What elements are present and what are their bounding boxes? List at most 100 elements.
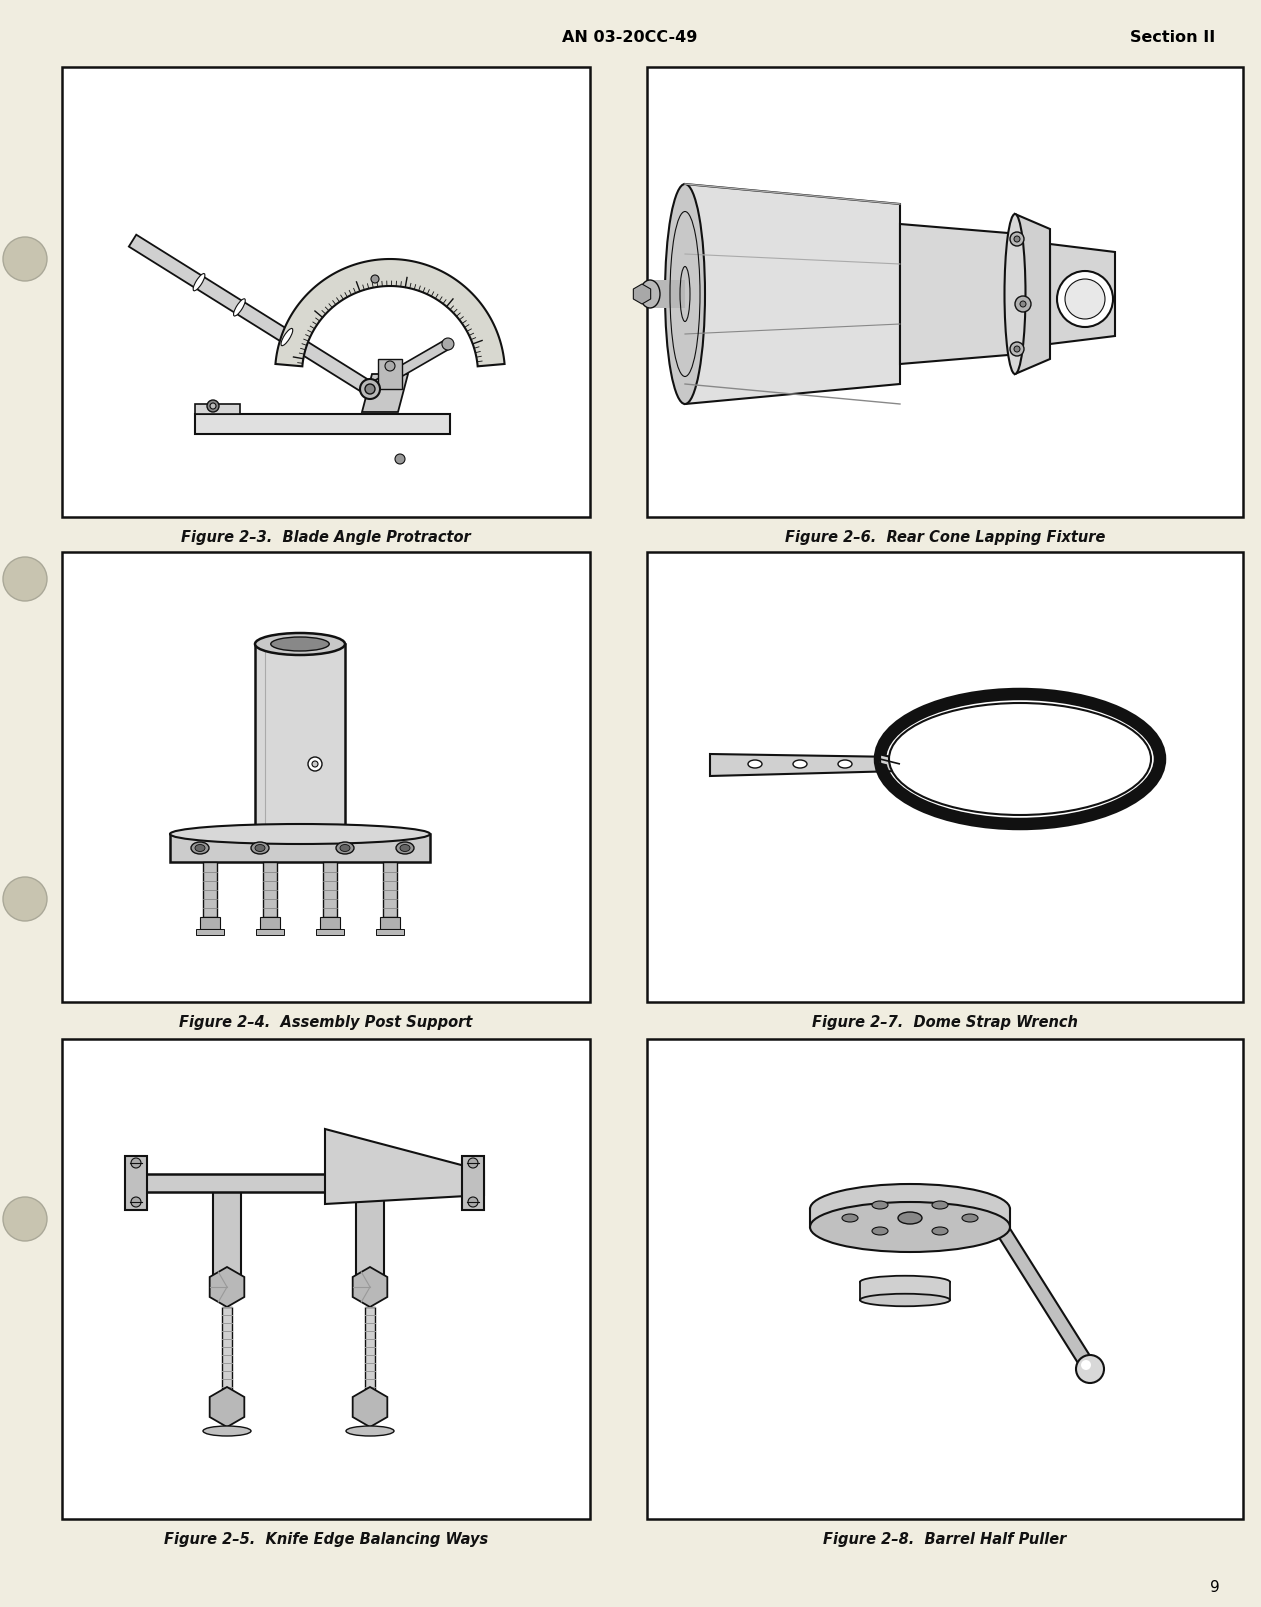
Polygon shape bbox=[362, 374, 409, 413]
Ellipse shape bbox=[335, 842, 354, 855]
Circle shape bbox=[1057, 272, 1113, 328]
Polygon shape bbox=[353, 1387, 387, 1427]
Polygon shape bbox=[353, 1268, 387, 1306]
Ellipse shape bbox=[898, 1212, 922, 1225]
Text: Figure 2–3.  Blade Angle Protractor: Figure 2–3. Blade Angle Protractor bbox=[182, 530, 470, 545]
Circle shape bbox=[385, 362, 395, 371]
Bar bbox=[62, 67, 590, 517]
Ellipse shape bbox=[255, 845, 265, 852]
Polygon shape bbox=[633, 284, 651, 305]
Bar bbox=[317, 929, 344, 935]
Text: Figure 2–5.  Knife Edge Balancing Ways: Figure 2–5. Knife Edge Balancing Ways bbox=[164, 1531, 488, 1546]
Bar bbox=[195, 415, 450, 435]
Bar bbox=[376, 929, 404, 935]
Bar bbox=[320, 918, 340, 929]
Bar bbox=[195, 929, 224, 935]
Ellipse shape bbox=[793, 760, 807, 768]
Ellipse shape bbox=[810, 1202, 1010, 1252]
Ellipse shape bbox=[860, 1276, 950, 1289]
Polygon shape bbox=[1050, 244, 1115, 346]
Ellipse shape bbox=[889, 704, 1151, 815]
Polygon shape bbox=[209, 1268, 245, 1306]
Polygon shape bbox=[325, 1130, 484, 1204]
Circle shape bbox=[1014, 347, 1020, 354]
Ellipse shape bbox=[873, 1202, 888, 1208]
Circle shape bbox=[3, 238, 47, 281]
Bar bbox=[203, 863, 217, 918]
Text: Figure 2–8.  Barrel Half Puller: Figure 2–8. Barrel Half Puller bbox=[823, 1531, 1067, 1546]
Ellipse shape bbox=[203, 1425, 251, 1437]
Circle shape bbox=[131, 1197, 141, 1207]
Ellipse shape bbox=[255, 633, 346, 656]
Bar bbox=[222, 1306, 232, 1408]
Bar bbox=[264, 863, 277, 918]
Ellipse shape bbox=[346, 1425, 393, 1437]
Bar bbox=[62, 553, 590, 1003]
Circle shape bbox=[1020, 302, 1026, 309]
Circle shape bbox=[468, 1197, 478, 1207]
Ellipse shape bbox=[665, 185, 705, 405]
Text: Figure 2–4.  Assembly Post Support: Figure 2–4. Assembly Post Support bbox=[179, 1014, 473, 1030]
Circle shape bbox=[3, 877, 47, 921]
Ellipse shape bbox=[860, 1294, 950, 1306]
Ellipse shape bbox=[170, 824, 430, 844]
Circle shape bbox=[1076, 1355, 1103, 1384]
Bar bbox=[810, 1208, 1010, 1228]
Polygon shape bbox=[710, 755, 900, 776]
Bar bbox=[380, 918, 400, 929]
Circle shape bbox=[1015, 297, 1031, 313]
Circle shape bbox=[441, 339, 454, 350]
Ellipse shape bbox=[932, 1228, 948, 1236]
Circle shape bbox=[1081, 1360, 1091, 1371]
Bar bbox=[378, 360, 402, 391]
Polygon shape bbox=[367, 341, 450, 394]
Bar bbox=[647, 1040, 1243, 1519]
Polygon shape bbox=[900, 225, 1020, 365]
Bar bbox=[260, 918, 280, 929]
Ellipse shape bbox=[748, 760, 762, 768]
Bar bbox=[647, 67, 1243, 517]
Circle shape bbox=[1014, 236, 1020, 243]
Text: AN 03-20CC-49: AN 03-20CC-49 bbox=[562, 31, 697, 45]
Bar bbox=[255, 644, 346, 834]
Ellipse shape bbox=[190, 842, 209, 855]
Ellipse shape bbox=[400, 845, 410, 852]
Bar bbox=[860, 1282, 950, 1300]
Text: Figure 2–6.  Rear Cone Lapping Fixture: Figure 2–6. Rear Cone Lapping Fixture bbox=[784, 530, 1105, 545]
Polygon shape bbox=[649, 281, 685, 309]
Ellipse shape bbox=[193, 275, 204, 291]
Text: 9: 9 bbox=[1211, 1580, 1219, 1594]
Polygon shape bbox=[989, 1215, 1096, 1372]
Polygon shape bbox=[275, 260, 504, 366]
Bar bbox=[170, 834, 430, 863]
Ellipse shape bbox=[932, 1202, 948, 1208]
Text: Section II: Section II bbox=[1130, 31, 1216, 45]
Bar bbox=[125, 1157, 148, 1210]
Circle shape bbox=[395, 455, 405, 464]
Circle shape bbox=[468, 1159, 478, 1168]
Ellipse shape bbox=[396, 842, 414, 855]
Circle shape bbox=[364, 384, 375, 395]
Circle shape bbox=[311, 762, 318, 768]
Bar bbox=[364, 1306, 375, 1408]
Bar bbox=[383, 863, 397, 918]
Circle shape bbox=[207, 400, 219, 413]
Polygon shape bbox=[209, 1387, 245, 1427]
Ellipse shape bbox=[195, 845, 206, 852]
Ellipse shape bbox=[281, 329, 293, 347]
Ellipse shape bbox=[1005, 215, 1025, 374]
Circle shape bbox=[1066, 280, 1105, 320]
Ellipse shape bbox=[839, 760, 852, 768]
Ellipse shape bbox=[340, 845, 351, 852]
Circle shape bbox=[371, 276, 380, 284]
Ellipse shape bbox=[962, 1215, 979, 1223]
Circle shape bbox=[211, 403, 216, 410]
Circle shape bbox=[359, 379, 380, 400]
Circle shape bbox=[1010, 233, 1024, 247]
Circle shape bbox=[131, 1159, 141, 1168]
Ellipse shape bbox=[873, 1228, 888, 1236]
Ellipse shape bbox=[271, 638, 329, 651]
Circle shape bbox=[1010, 342, 1024, 357]
Ellipse shape bbox=[251, 842, 269, 855]
Bar bbox=[130, 1175, 480, 1192]
